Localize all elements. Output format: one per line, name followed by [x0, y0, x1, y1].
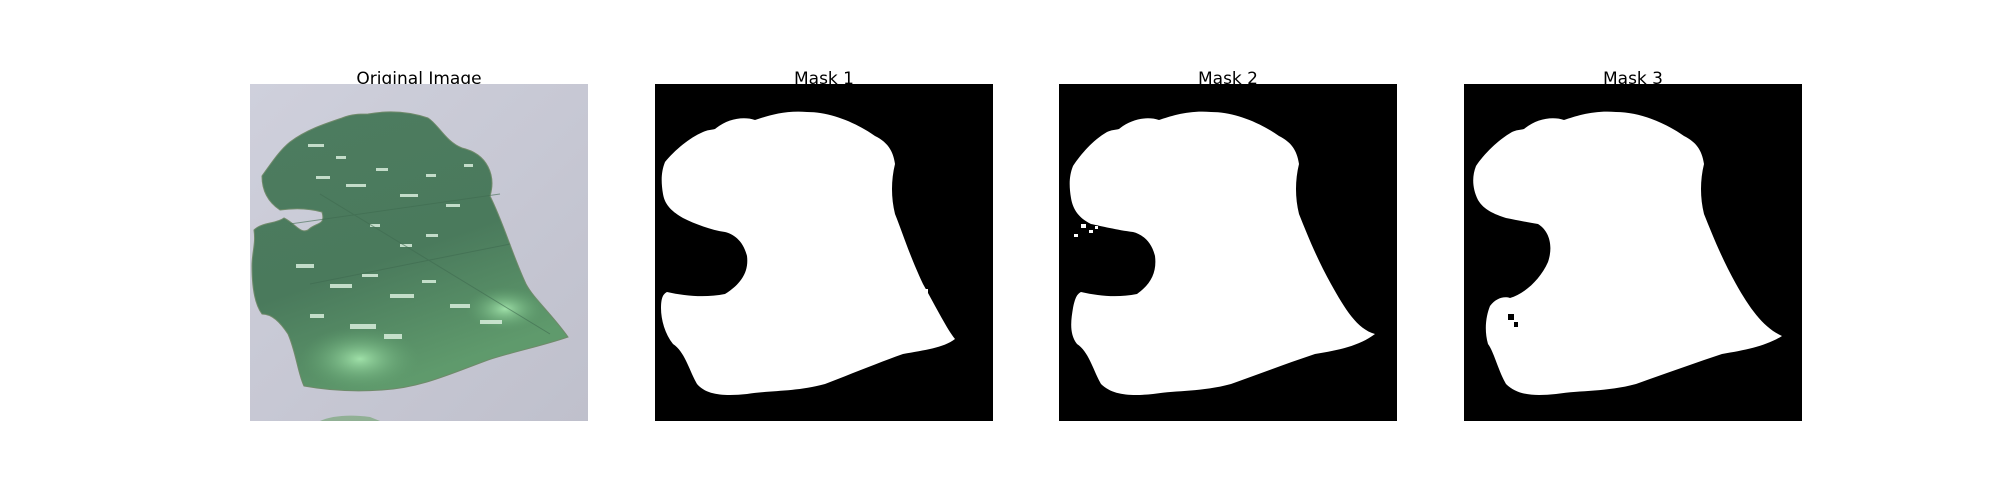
- original-leaf-image: [250, 84, 588, 421]
- mask-1-image: [655, 84, 993, 421]
- mask-2-image: [1059, 84, 1397, 421]
- mask-3-image: [1464, 84, 1802, 421]
